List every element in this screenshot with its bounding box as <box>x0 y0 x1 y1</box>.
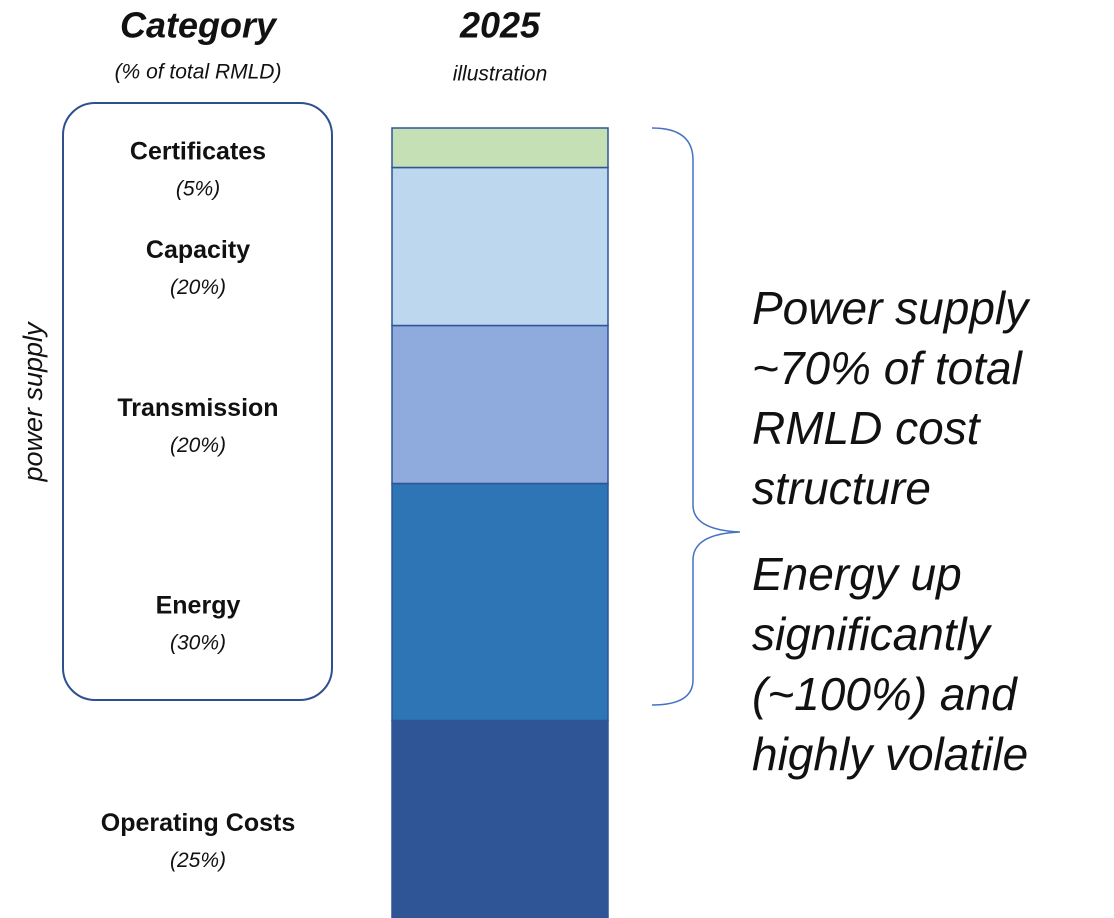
legend-label: Transmission <box>117 394 278 422</box>
annotation-line: Power supply <box>752 282 1031 334</box>
value-label: (5%) <box>176 177 220 200</box>
bar-segment <box>391 719 609 918</box>
value-label: (25%) <box>170 849 226 872</box>
legend-label: Certificates <box>130 137 266 165</box>
bar-segment <box>391 482 609 722</box>
brace <box>651 127 741 706</box>
annotation-line: ~70% of total <box>752 342 1024 394</box>
annotation-line: structure <box>752 462 931 514</box>
legend-label: Energy <box>156 592 241 620</box>
bar-segment <box>391 127 609 169</box>
legend-label: Capacity <box>146 236 250 264</box>
category-label: 2025 <box>459 5 541 46</box>
annotation-line: RMLD cost <box>752 402 982 454</box>
bar-segment <box>391 166 609 327</box>
subtitle: illustration <box>453 63 548 86</box>
annotation-line: highly volatile <box>752 728 1028 780</box>
value-label: (20%) <box>170 276 226 299</box>
legend-subtitle: (% of total RMLD) <box>115 61 282 84</box>
legend-title: Category <box>120 5 278 46</box>
value-label: (20%) <box>170 434 226 457</box>
bar-segment <box>391 324 609 485</box>
annotation-line: significantly <box>752 608 993 660</box>
group-box <box>62 102 333 701</box>
legend-label: Operating Costs <box>101 809 295 837</box>
value-label: (30%) <box>170 632 226 655</box>
annotation-line: (~100%) and <box>752 668 1018 720</box>
annotation-line: Energy up <box>752 548 962 600</box>
group-label: power supply <box>18 321 48 483</box>
